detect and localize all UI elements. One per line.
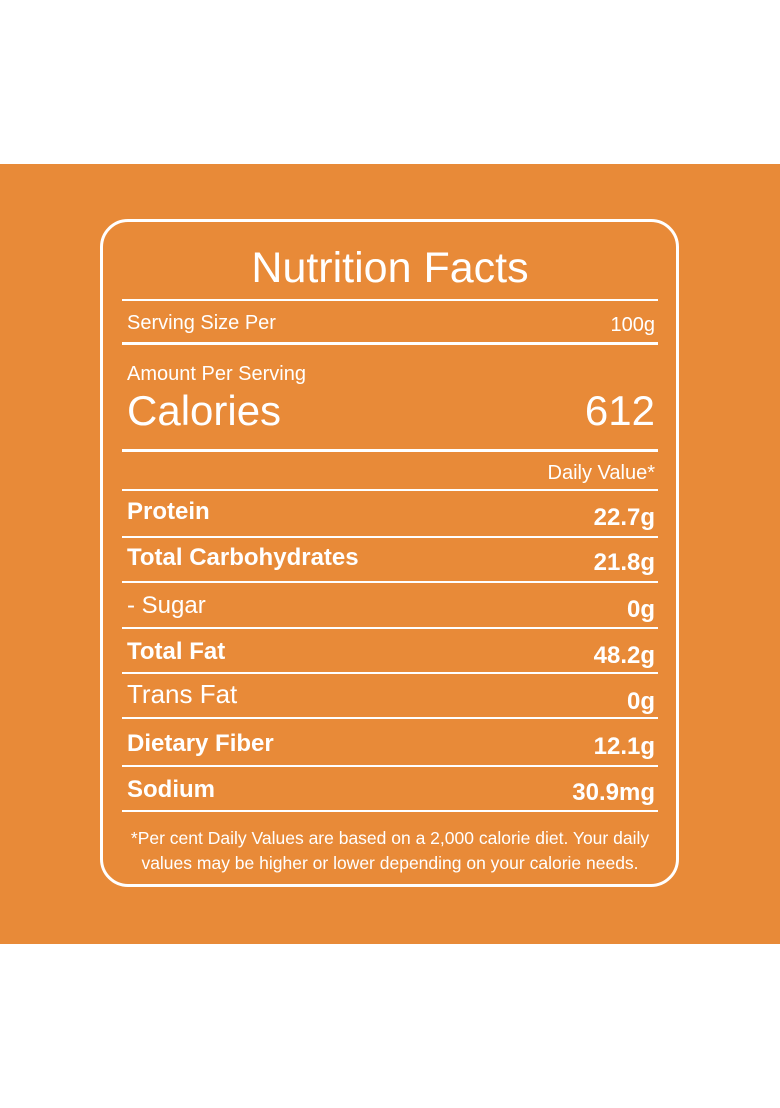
daily-value-footnote: *Per cent Daily Values are based on a 2,… — [108, 826, 672, 876]
nutrient-name-trans-fat: Trans Fat — [127, 679, 238, 709]
footnote-line-1: *Per cent Daily Values are based on a 2,… — [130, 828, 650, 848]
divider — [122, 581, 658, 583]
footnote-line-2: values may be higher or lower depending … — [141, 853, 639, 873]
daily-value-header: Daily Value* — [547, 462, 655, 484]
divider — [122, 672, 658, 674]
nutrient-value-dietary-fiber: 12.1g — [593, 733, 655, 760]
nutrient-name-protein: Protein — [127, 498, 210, 525]
divider — [122, 342, 658, 345]
nutrient-name-sugar: - Sugar — [127, 592, 206, 619]
nutrient-name-total-carbohydrates: Total Carbohydrates — [127, 544, 359, 571]
divider — [122, 810, 658, 812]
divider — [122, 449, 658, 452]
serving-size-label: Serving Size Per — [127, 312, 276, 334]
divider — [122, 489, 658, 491]
nutrient-value-total-carbohydrates: 21.8g — [593, 549, 655, 576]
divider — [122, 536, 658, 538]
nutrient-value-sodium: 30.9mg — [572, 779, 655, 806]
divider — [122, 299, 658, 301]
nutrient-name-sodium: Sodium — [127, 776, 215, 803]
divider — [122, 717, 658, 719]
nutrient-name-total-fat: Total Fat — [127, 638, 226, 665]
divider — [122, 765, 658, 767]
divider — [122, 627, 658, 629]
calories-label: Calories — [127, 387, 282, 434]
serving-size-value: 100g — [610, 314, 656, 336]
label-title: Nutrition Facts — [251, 244, 529, 292]
nutrient-name-dietary-fiber: Dietary Fiber — [127, 730, 274, 757]
amount-per-serving-label: Amount Per Serving — [127, 363, 306, 385]
orange-background-band — [0, 164, 780, 944]
calories-value: 612 — [584, 387, 655, 434]
nutrient-value-trans-fat: 0g — [626, 688, 655, 715]
nutrient-value-protein: 22.7g — [593, 504, 655, 531]
nutrition-label-panel — [100, 219, 679, 887]
nutrient-value-sugar: 0g — [626, 596, 655, 623]
nutrient-value-total-fat: 48.2g — [593, 642, 655, 669]
